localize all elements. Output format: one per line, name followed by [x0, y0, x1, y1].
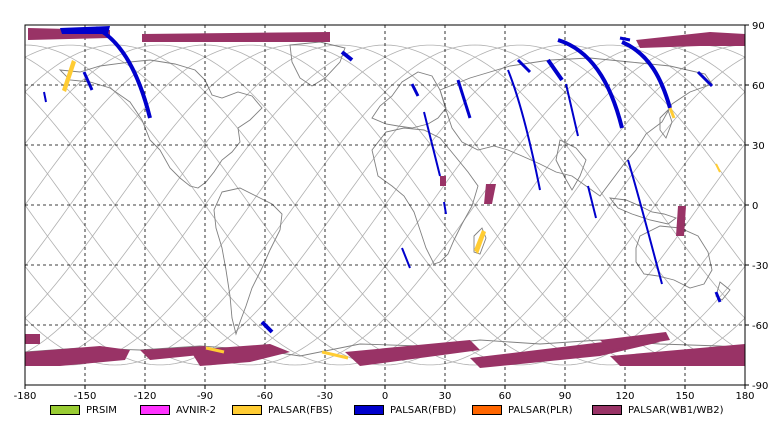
- legend: PRSIM AVNIR-2 PALSAR(FBS) PALSAR(FBD) PALSAR…: [0, 402, 770, 420]
- fbs-swath-4: [715, 163, 721, 173]
- fbs-swath-3: [668, 107, 676, 119]
- asia-coast: [439, 57, 713, 197]
- x-tick-label: 180: [735, 391, 754, 402]
- fbd-swath-3: [82, 71, 94, 91]
- fbd-swath-10: [516, 58, 532, 74]
- wb-swath-antarctic-3: [140, 346, 210, 360]
- legend-swatch: [592, 405, 622, 415]
- fbd-swath-21: [714, 291, 722, 303]
- y-tick-label: -60: [752, 321, 768, 332]
- y-tick-label: 90: [752, 21, 765, 32]
- fbd-swath-11: [546, 58, 564, 82]
- fbd-swath-14: [621, 40, 672, 109]
- x-tick-label: 120: [615, 391, 634, 402]
- legend-swatch: [50, 405, 80, 415]
- x-tick-label: -60: [257, 391, 273, 402]
- fbd-swath-9: [507, 69, 541, 191]
- wb-swath-antarctic-8: [610, 344, 745, 366]
- south-america-coast: [213, 187, 283, 336]
- wb-swath-arctic-center: [142, 32, 330, 42]
- new-zealand-coast: [715, 281, 731, 301]
- x-tick-label: 30: [439, 391, 452, 402]
- x-tick-label: 150: [675, 391, 694, 402]
- x-tick-label: 60: [499, 391, 512, 402]
- fbs-swath-2: [474, 230, 486, 254]
- x-tick-label: -30: [317, 391, 333, 402]
- fbd-swath-8: [456, 79, 472, 119]
- wb-swath-africa-1: [440, 176, 446, 186]
- x-tick-label: -150: [74, 391, 97, 402]
- x-tick-label: 90: [559, 391, 572, 402]
- x-tick-label: 0: [382, 391, 388, 402]
- y-tick-label: 0: [752, 201, 758, 212]
- graticule: [25, 25, 745, 385]
- wb-swath-antarctic-7: [600, 332, 670, 350]
- fbd-swath-4: [43, 91, 47, 103]
- fbd-swath-7: [423, 111, 441, 177]
- wb-swath-africa-2: [484, 184, 496, 204]
- fbd-swath-19: [443, 201, 447, 215]
- fbd-swath-18: [401, 247, 411, 269]
- axis-ticks: -180 -150 -120 -90 -60 -30 0 30 60 90 120 150 180 90 6…: [14, 21, 769, 402]
- wb-swath-antarctic-5: [345, 340, 480, 366]
- fbs-swath-5: [205, 346, 225, 354]
- legend-item: PALSAR(FBS): [232, 402, 333, 418]
- fbd-swath-17: [696, 70, 714, 88]
- legend-swatch: [232, 405, 262, 415]
- y-tick-label: 30: [752, 141, 765, 152]
- fbd-swath-15: [627, 159, 663, 285]
- legend-item: PRSIM: [50, 402, 117, 418]
- x-tick-label: -120: [134, 391, 157, 402]
- y-tick-label: -90: [752, 381, 768, 392]
- legend-label: AVNIR-2: [176, 404, 216, 416]
- legend-swatch: [472, 405, 502, 415]
- x-tick-label: -90: [197, 391, 213, 402]
- fbd-swath-22: [619, 36, 631, 42]
- wb-swath-png: [676, 206, 686, 236]
- legend-item: AVNIR-2: [140, 402, 216, 418]
- japan-coast: [659, 109, 673, 139]
- fbd-swath-6: [410, 83, 420, 97]
- legend-item: PALSAR(WB1/WB2): [592, 402, 724, 418]
- southeast-asia-islands: [608, 197, 677, 225]
- fbd-swath-16: [587, 185, 597, 219]
- y-tick-label: 60: [752, 81, 765, 92]
- coverage-swaths: [25, 26, 745, 368]
- legend-swatch: [140, 405, 170, 415]
- legend-label: PALSAR(PLR): [508, 404, 573, 416]
- fbd-swath-5: [340, 50, 354, 62]
- wb-swath-arctic-east: [636, 32, 745, 48]
- fbd-swath-13: [565, 83, 579, 137]
- legend-item: PALSAR(PLR): [472, 402, 572, 418]
- y-tick-label: -30: [752, 261, 768, 272]
- fbs-swath-1: [62, 60, 76, 92]
- fbs-swath-6: [321, 350, 349, 360]
- x-tick-label: -180: [14, 391, 37, 402]
- greenland-coast: [289, 41, 346, 87]
- fbd-swath-12: [557, 38, 624, 129]
- legend-label: PRSIM: [86, 404, 117, 416]
- madagascar-coast: [473, 227, 487, 255]
- fbd-swath-2: [95, 26, 152, 119]
- legend-label: PALSAR(FBS): [268, 404, 333, 416]
- legend-label: PALSAR(WB1/WB2): [628, 404, 724, 416]
- legend-swatch: [354, 405, 384, 415]
- fbd-swath-20: [260, 320, 274, 334]
- wb-swath-antarctic-1: [25, 334, 40, 344]
- wb-swath-antarctic-2: [25, 346, 130, 366]
- orbit-track: [24, 44, 746, 366]
- coverage-map: -180 -150 -120 -90 -60 -30 0 30 60 90 120 150 180 90 6…: [14, 21, 769, 402]
- north-america-coast: [58, 59, 263, 189]
- legend-label: PALSAR(FBD): [390, 404, 457, 416]
- india-coast: [555, 139, 587, 191]
- legend-item: PALSAR(FBD): [354, 402, 456, 418]
